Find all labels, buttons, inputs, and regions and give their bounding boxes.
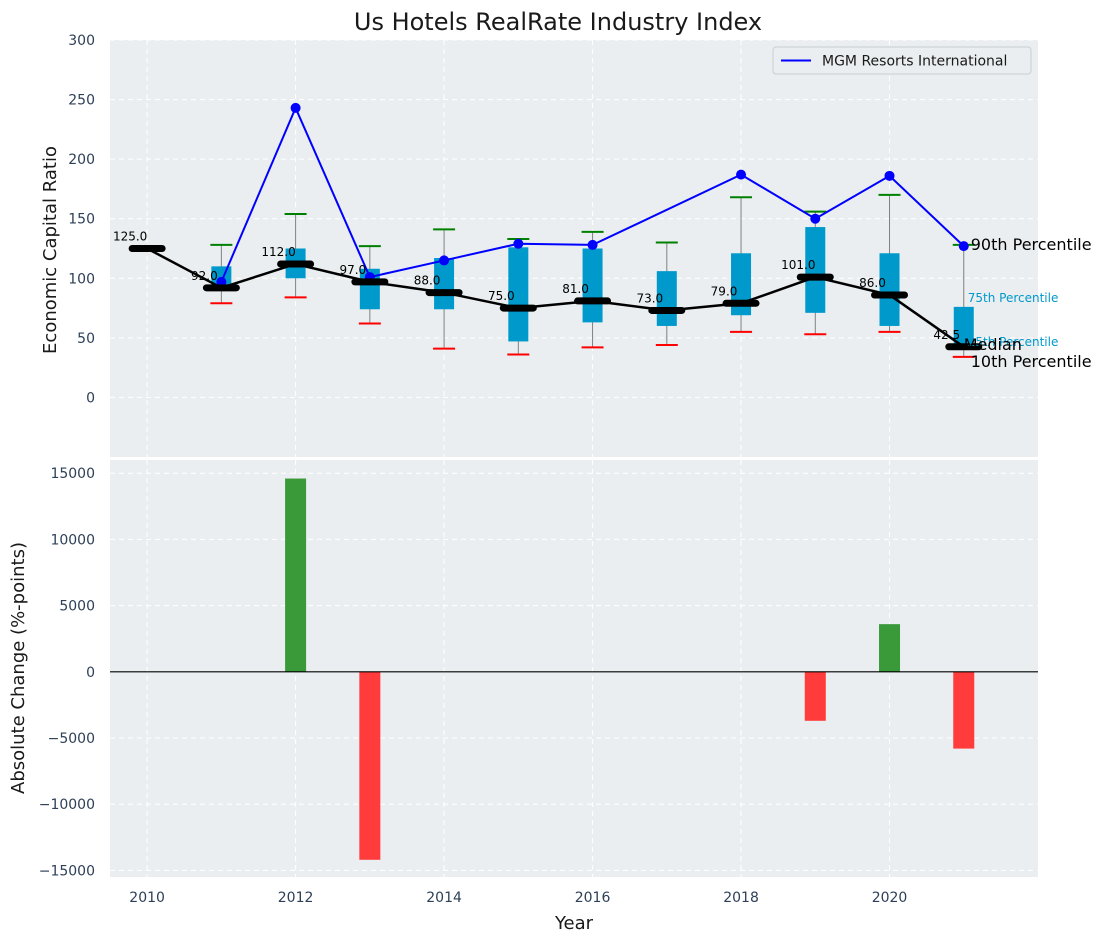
change-bars [285,478,975,860]
median-series [128,245,983,351]
company-point [290,102,301,113]
percentile-box [731,253,752,316]
top-y-tick-label: 150 [68,212,95,228]
median-value-label: 125.0 [113,230,147,244]
legend: MGM Resorts International [772,46,1032,75]
x-axis-label: Year [554,913,594,934]
annotation-90th: 90th Percentile [971,235,1092,254]
x-ticks: 2010 2012 2014 2016 2018 2020 [129,890,907,906]
annotation-75th: 75th Percentile [968,291,1059,305]
bottom-y-tick-label: 5000 [59,599,95,615]
bottom-y-tick-label: 10000 [50,532,95,548]
median-value-label: 88.0 [414,274,441,288]
x-tick-label: 2014 [426,890,462,906]
increase-bar [285,478,307,672]
annotation-10th: 10th Percentile [971,352,1092,371]
x-tick-label: 2012 [278,890,314,906]
top-y-tick-label: 300 [68,33,95,49]
median-value-label: 86.0 [859,276,886,290]
percentile-box [953,306,974,344]
median-value-label: 81.0 [562,282,589,296]
increase-bar [879,624,901,672]
bottom-y-tick-label: −5000 [48,731,95,747]
annotation-25th: 25th Percentile [968,335,1059,349]
median-value-label: 97.0 [339,263,366,277]
median-value-labels: 125.0 92.0 112.0 97.0 88.0 75.0 81.0 73.0 79.0 10… [113,230,960,342]
percentile-box [434,258,455,310]
bottom-y-tick-label: 15000 [50,466,95,482]
top-y-tick-label: 100 [68,271,95,287]
company-point [439,255,450,266]
median-value-label: 92.0 [191,269,218,283]
top-y-tick-label: 250 [68,93,95,109]
top-plot-background [110,40,1038,457]
company-point [736,169,747,180]
median-value-label: 75.0 [488,289,515,303]
company-point [958,241,969,252]
company-point [513,238,524,249]
bottom-y-tick-label: −15000 [39,863,95,879]
bottom-y-tick-label: −10000 [39,797,95,813]
percentile-annotations: 90th Percentile 75th Percentile 25th Per… [964,235,1092,371]
median-value-label: 101.0 [781,258,815,272]
chart-title: Us Hotels RealRate Industry Index [354,8,762,36]
bottom-y-tick-label: 0 [86,665,95,681]
top-y-ticks: 0 50 100 150 200 250 300 [68,33,95,406]
x-tick-label: 2020 [872,890,908,906]
median-value-label: 112.0 [261,245,295,259]
x-tick-label: 2010 [129,890,165,906]
top-y-tick-label: 0 [86,390,95,406]
legend-box [772,46,1032,75]
decrease-bar [359,671,381,860]
top-y-axis-label: Economic Capital Ratio [40,146,61,354]
x-tick-label: 2018 [723,890,759,906]
company-point [810,213,821,224]
top-panel: 0 50 100 150 200 250 300 125.0 92.0 112.0 97.0 88.… [40,8,1092,457]
bottom-y-ticks: −15000 −10000 −5000 0 5000 10000 15000 [39,466,95,879]
legend-label: MGM Resorts International [822,54,1007,70]
percentile-box [508,247,529,342]
top-y-tick-label: 50 [77,331,95,347]
company-point [587,239,598,250]
decrease-bar [953,671,975,749]
bottom-y-axis-label: Absolute Change (%-points) [8,542,29,794]
median-value-label: 42.5 [933,328,960,342]
annotation-median: Median [964,335,1022,354]
percentile-box [805,227,826,313]
median-value-label: 79.0 [711,284,738,298]
x-tick-label: 2016 [575,890,611,906]
median-value-label: 73.0 [636,291,663,305]
company-line [220,105,965,283]
company-point [884,170,895,181]
decrease-bar [804,671,826,721]
percentile-box [879,253,900,326]
top-y-tick-label: 200 [68,152,95,168]
